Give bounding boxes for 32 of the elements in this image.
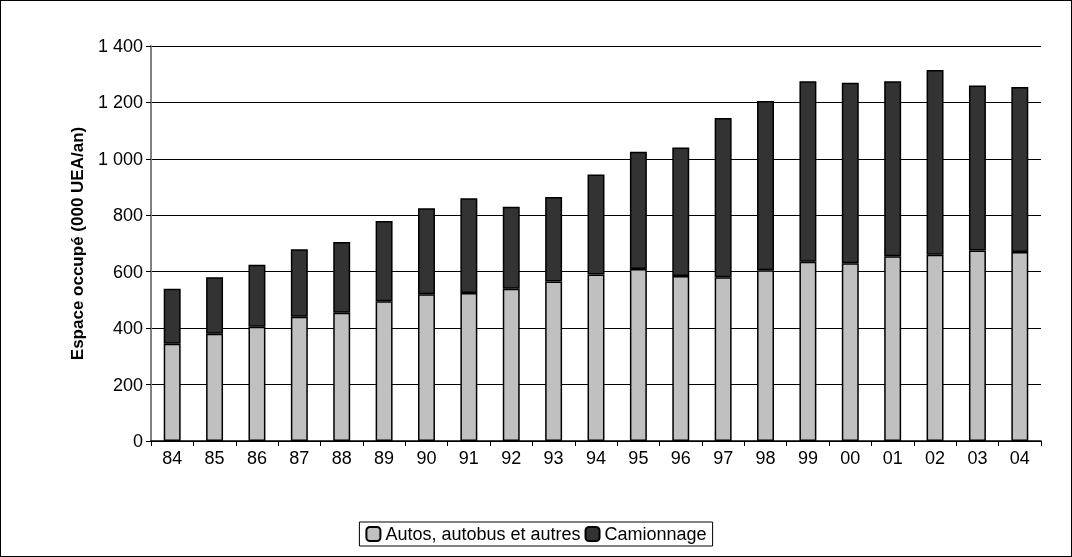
y-tick-label: 0: [132, 431, 143, 451]
x-tick-label: 93: [543, 448, 564, 468]
x-tick-label: 98: [755, 448, 776, 468]
y-tick-label: 800: [112, 205, 143, 226]
legend-label: Camionnage: [604, 524, 707, 544]
x-tick-label: 86: [246, 448, 267, 468]
x-tick-label: 96: [670, 448, 691, 468]
x-tick-label: 84: [162, 448, 183, 468]
x-tick-label: 91: [458, 448, 479, 468]
x-tick-label: 00: [840, 448, 861, 468]
x-tick-label: 87: [289, 448, 310, 468]
y-tick-label: 600: [112, 261, 143, 282]
x-tick-label: 95: [628, 448, 649, 468]
x-tick-label: 03: [967, 448, 988, 468]
x-tick-label: 01: [882, 448, 903, 468]
x-tick-label: 94: [585, 448, 607, 468]
x-tick-label: 88: [331, 448, 352, 468]
x-tick-label: 04: [1009, 448, 1030, 468]
y-tick-label: 1 400: [97, 36, 143, 56]
x-tick-label: 92: [501, 448, 522, 468]
y-tick-label: 1 200: [97, 92, 143, 113]
y-tick-label: 200: [112, 374, 143, 395]
legend-label: Autos, autobus et autres: [385, 524, 581, 544]
x-tick-label: 97: [713, 448, 734, 468]
y-tick-label: 1 000: [97, 148, 143, 169]
x-tick-label: 89: [374, 448, 395, 468]
y-axis-title: Espace occupé (000 UEA/an): [68, 126, 87, 361]
y-tick-label: 400: [112, 318, 143, 339]
x-tick-label: 99: [797, 448, 818, 468]
x-tick-label: 90: [416, 448, 437, 468]
x-tick-label: 85: [204, 448, 225, 468]
x-tick-label: 02: [925, 448, 946, 468]
